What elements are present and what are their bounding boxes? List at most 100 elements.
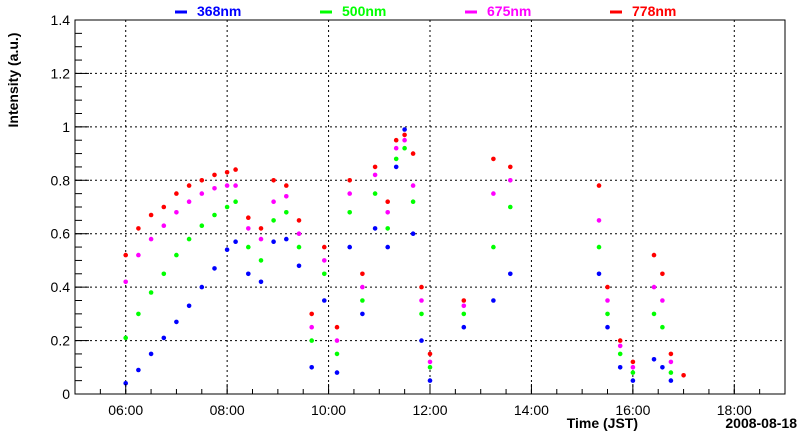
data-point xyxy=(271,178,276,183)
data-point xyxy=(224,204,230,210)
y-tick-label: 0.2 xyxy=(51,333,71,349)
data-point xyxy=(322,298,327,303)
data-point xyxy=(393,145,399,151)
data-point xyxy=(617,343,623,349)
data-point xyxy=(233,183,238,188)
data-point xyxy=(385,244,391,250)
data-point xyxy=(402,127,407,132)
data-point xyxy=(508,271,513,277)
data-point xyxy=(148,290,154,295)
legend: 368nm 500nm 675nm 778nm xyxy=(175,3,676,19)
data-point xyxy=(334,338,340,343)
data-point xyxy=(199,223,205,228)
data-point xyxy=(233,199,238,204)
data-point xyxy=(309,311,315,317)
y-tick-label: 0.8 xyxy=(51,172,71,188)
data-point xyxy=(419,311,424,317)
data-point xyxy=(246,215,251,220)
data-point xyxy=(360,311,365,317)
data-point xyxy=(461,311,467,317)
data-point xyxy=(393,137,399,143)
data-point xyxy=(123,381,128,386)
data-point xyxy=(322,244,327,250)
data-point xyxy=(660,298,665,303)
data-point xyxy=(123,252,128,258)
data-point xyxy=(385,210,391,215)
data-point xyxy=(372,172,378,178)
data-point xyxy=(309,324,315,330)
data-point xyxy=(385,226,391,231)
data-point xyxy=(161,335,167,341)
data-point xyxy=(617,351,623,357)
data-point xyxy=(233,167,238,172)
y-tick-label: 0.4 xyxy=(51,279,71,295)
data-point xyxy=(199,178,205,183)
data-point xyxy=(605,324,610,330)
ticks: 06:00 08:00 10:00 12:00 14:00 16:00 18:00 0 0.2 0… xyxy=(51,12,786,418)
data-point xyxy=(347,210,353,215)
data-point xyxy=(246,244,251,250)
data-point xyxy=(605,311,610,317)
data-point xyxy=(296,218,302,223)
data-point xyxy=(402,137,407,143)
data-point xyxy=(419,284,424,290)
data-point xyxy=(246,271,251,277)
data-point xyxy=(596,271,602,277)
data-point xyxy=(651,284,657,290)
data-point xyxy=(174,319,179,325)
data-point xyxy=(668,378,674,383)
x-tick-label: 08:00 xyxy=(210,402,245,418)
data-point xyxy=(186,236,192,242)
data-point xyxy=(161,204,167,210)
data-point xyxy=(402,145,407,151)
data-point xyxy=(630,365,636,370)
data-point xyxy=(148,236,154,242)
data-point xyxy=(258,226,264,231)
data-point xyxy=(508,164,513,170)
data-point xyxy=(296,263,302,269)
data-point xyxy=(630,359,636,365)
data-point xyxy=(309,338,315,343)
data-point xyxy=(491,191,496,196)
data-point xyxy=(212,266,217,271)
x-tick-label: 10:00 xyxy=(311,402,346,418)
data-point xyxy=(660,365,665,370)
data-point xyxy=(360,284,365,290)
legend-label: 500nm xyxy=(342,3,386,19)
data-point xyxy=(427,378,433,383)
data-point xyxy=(309,365,315,370)
data-point xyxy=(630,370,636,375)
legend-label: 368nm xyxy=(197,3,241,19)
x-tick-label: 12:00 xyxy=(412,402,447,418)
date-label: 2008-08-18 xyxy=(725,415,797,431)
data-point xyxy=(296,244,302,250)
data-point xyxy=(461,303,467,309)
data-point xyxy=(224,183,230,188)
data-point xyxy=(393,164,399,170)
data-point xyxy=(668,370,674,375)
data-point xyxy=(334,324,340,330)
y-tick-label: 1 xyxy=(62,119,70,135)
data-point xyxy=(596,244,602,250)
data-point xyxy=(419,298,424,303)
data-point xyxy=(410,183,416,188)
data-point xyxy=(347,191,353,196)
x-tick-label: 16:00 xyxy=(615,402,650,418)
data-point xyxy=(212,186,217,191)
data-point xyxy=(393,156,399,162)
data-point xyxy=(668,351,674,357)
data-points xyxy=(123,127,686,386)
data-point xyxy=(186,199,192,204)
data-point xyxy=(491,156,496,162)
data-point xyxy=(461,298,467,303)
data-point xyxy=(174,210,179,215)
data-point xyxy=(660,271,665,277)
y-tick-label: 0.6 xyxy=(51,226,71,242)
data-point xyxy=(491,244,496,250)
data-point xyxy=(617,365,623,370)
data-point xyxy=(246,226,251,231)
y-tick-label: 1.2 xyxy=(51,65,71,81)
data-point xyxy=(271,218,276,223)
data-point xyxy=(596,218,602,223)
data-point xyxy=(347,178,353,183)
